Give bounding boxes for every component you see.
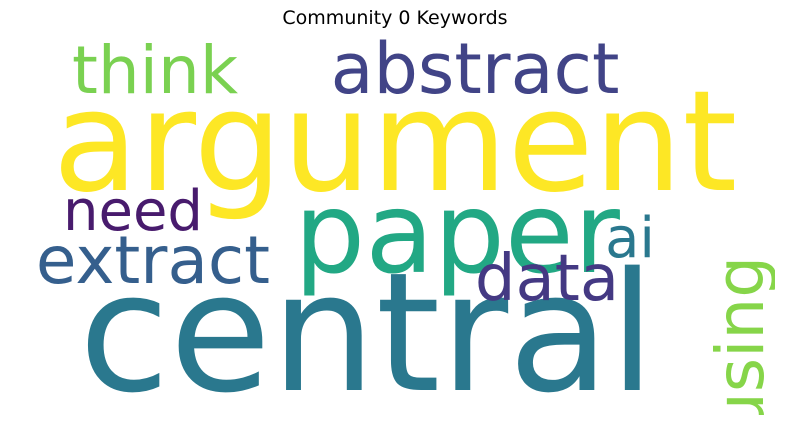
word-paper: paper [294,169,621,299]
word-ai: ai [605,206,655,271]
word-extract: extract [36,222,270,299]
word-data: data [475,242,619,316]
word-using: using [702,256,775,415]
figure-title: Community 0 Keywords [282,7,508,29]
word-argument: argument [53,61,738,224]
word-abstract: abstract [331,35,620,110]
word-cloud: argument central paper abstract think ex… [15,35,775,415]
word-think: think [72,35,239,109]
word-need: need [63,179,203,244]
word-central: central [79,237,655,415]
